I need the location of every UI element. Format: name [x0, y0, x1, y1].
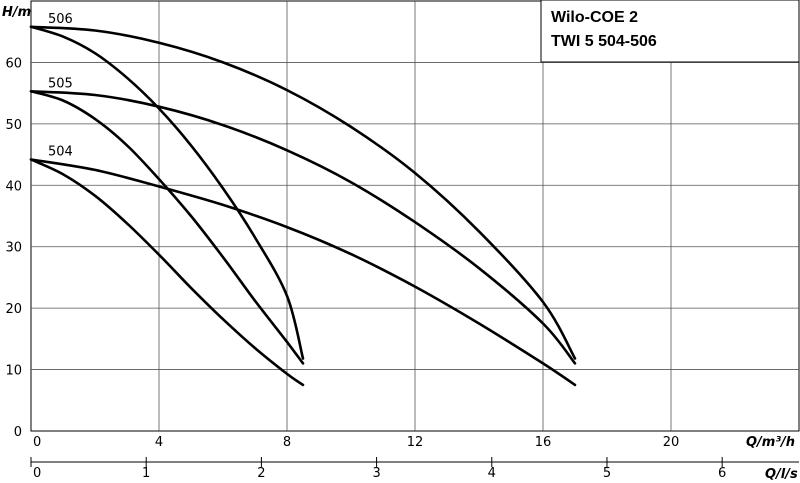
y-tick-label: 20 [5, 302, 22, 317]
curve-label-506: 506 [48, 12, 73, 27]
x2-tick-label: 1 [142, 466, 150, 481]
curve-label-505: 505 [48, 76, 73, 91]
y-tick-label: 40 [5, 179, 22, 194]
y-tick-label: 60 [5, 56, 22, 71]
x2-tick-label: 0 [33, 466, 41, 481]
title-line-2: TWI 5 504-506 [551, 33, 657, 50]
x2-tick-label: 2 [257, 466, 265, 481]
curve-label-504: 504 [48, 144, 73, 159]
curve-3 [29, 90, 305, 365]
y-axis-label: H/m [2, 5, 31, 20]
y-tick-label: 50 [5, 118, 22, 133]
title-box: Wilo-COE 2 TWI 5 504-506 [540, 0, 800, 63]
x2-axis-label: Q/l/s [765, 467, 798, 482]
curve-4 [29, 158, 577, 387]
curve-0 [29, 25, 577, 360]
x-axis-label: Q/m³/h [746, 435, 795, 450]
x-tick-label: 0 [33, 435, 41, 450]
curve-5 [29, 158, 305, 387]
curve-1 [29, 25, 305, 360]
title-line-1: Wilo-COE 2 [551, 9, 638, 26]
x-tick-label: 4 [155, 435, 163, 450]
grid [30, 0, 800, 432]
x-tick-label: 8 [283, 435, 291, 450]
x-tick-label: 20 [663, 435, 680, 450]
curves: 506 505 504 [29, 12, 577, 387]
curve-2 [29, 90, 577, 365]
x-tick-label: 16 [535, 435, 552, 450]
y-tick-label: 30 [5, 241, 22, 256]
y-tick-label: 0 [14, 425, 22, 440]
x2-tick-label: 3 [372, 466, 380, 481]
y-tick-label: 10 [5, 364, 22, 379]
x2-tick-label: 4 [488, 466, 496, 481]
x-tick-label: 12 [407, 435, 424, 450]
x2-tick-label: 5 [603, 466, 611, 481]
x2-tick-label: 6 [718, 466, 726, 481]
